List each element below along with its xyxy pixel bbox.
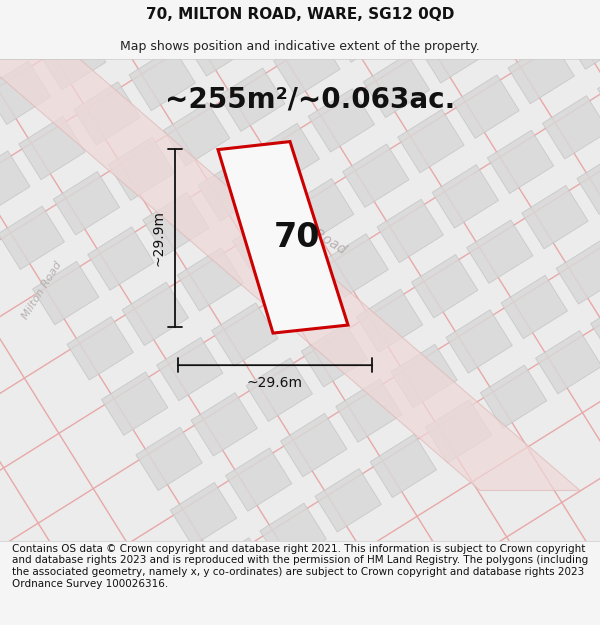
- Polygon shape: [556, 241, 600, 304]
- Polygon shape: [364, 54, 430, 118]
- Polygon shape: [246, 358, 313, 421]
- Text: ~255m²/~0.063ac.: ~255m²/~0.063ac.: [165, 86, 455, 114]
- Polygon shape: [329, 0, 395, 62]
- Polygon shape: [487, 130, 554, 194]
- Polygon shape: [163, 102, 230, 166]
- Text: 70: 70: [274, 221, 320, 254]
- Polygon shape: [336, 379, 402, 442]
- Polygon shape: [74, 82, 140, 145]
- Polygon shape: [370, 434, 437, 498]
- Polygon shape: [232, 213, 299, 276]
- Polygon shape: [391, 344, 457, 408]
- Polygon shape: [542, 96, 600, 159]
- Polygon shape: [418, 19, 485, 83]
- Polygon shape: [301, 324, 368, 387]
- Polygon shape: [53, 172, 119, 235]
- Polygon shape: [129, 48, 196, 111]
- Polygon shape: [412, 254, 478, 318]
- Polygon shape: [170, 482, 236, 546]
- Polygon shape: [281, 413, 347, 477]
- Text: ~29.9m: ~29.9m: [152, 211, 166, 266]
- Polygon shape: [536, 331, 600, 394]
- Polygon shape: [109, 137, 175, 201]
- Polygon shape: [308, 89, 374, 152]
- Polygon shape: [5, 0, 71, 34]
- Polygon shape: [0, 6, 16, 69]
- Polygon shape: [425, 399, 491, 463]
- Polygon shape: [446, 310, 512, 373]
- Polygon shape: [218, 142, 348, 333]
- Polygon shape: [136, 428, 202, 491]
- Polygon shape: [95, 0, 161, 56]
- Polygon shape: [0, 151, 30, 214]
- Polygon shape: [384, 0, 451, 28]
- Polygon shape: [253, 123, 319, 187]
- Polygon shape: [563, 6, 600, 69]
- Text: Contains OS data © Crown copyright and database right 2021. This information is : Contains OS data © Crown copyright and d…: [12, 544, 588, 589]
- Polygon shape: [529, 0, 595, 14]
- Polygon shape: [150, 0, 216, 21]
- Text: 70, MILTON ROAD, WARE, SG12 0QD: 70, MILTON ROAD, WARE, SG12 0QD: [146, 8, 454, 22]
- Text: Map shows position and indicative extent of the property.: Map shows position and indicative extent…: [120, 40, 480, 52]
- Polygon shape: [274, 34, 340, 97]
- Polygon shape: [0, 61, 51, 124]
- Polygon shape: [377, 199, 443, 262]
- Polygon shape: [398, 109, 464, 173]
- Polygon shape: [212, 303, 278, 366]
- Text: Milton Road: Milton Road: [271, 202, 349, 258]
- Polygon shape: [0, 206, 64, 269]
- Text: Milton Road: Milton Road: [20, 259, 64, 321]
- Polygon shape: [0, 59, 580, 491]
- Polygon shape: [481, 365, 547, 428]
- Polygon shape: [239, 0, 305, 41]
- Polygon shape: [101, 372, 168, 435]
- Polygon shape: [143, 192, 209, 256]
- Polygon shape: [205, 538, 271, 601]
- Polygon shape: [473, 0, 540, 49]
- Polygon shape: [122, 282, 188, 346]
- Polygon shape: [467, 220, 533, 283]
- Polygon shape: [177, 248, 244, 311]
- Polygon shape: [508, 41, 574, 104]
- Polygon shape: [260, 503, 326, 566]
- Polygon shape: [432, 165, 499, 228]
- Polygon shape: [577, 151, 600, 214]
- Polygon shape: [67, 317, 133, 380]
- Polygon shape: [226, 448, 292, 511]
- Polygon shape: [157, 338, 223, 401]
- Polygon shape: [453, 75, 519, 138]
- Polygon shape: [315, 469, 382, 532]
- Polygon shape: [322, 234, 388, 297]
- Polygon shape: [287, 179, 354, 242]
- Polygon shape: [218, 68, 285, 131]
- Polygon shape: [343, 144, 409, 208]
- Polygon shape: [501, 275, 568, 339]
- Polygon shape: [295, 0, 361, 7]
- Polygon shape: [198, 158, 264, 221]
- Polygon shape: [19, 116, 85, 179]
- Polygon shape: [88, 227, 154, 290]
- Polygon shape: [184, 12, 251, 76]
- Text: ~29.6m: ~29.6m: [247, 376, 303, 390]
- Polygon shape: [522, 186, 588, 249]
- Polygon shape: [590, 296, 600, 359]
- Polygon shape: [267, 268, 333, 332]
- Polygon shape: [191, 392, 257, 456]
- Polygon shape: [32, 261, 99, 325]
- Polygon shape: [598, 61, 600, 124]
- Polygon shape: [40, 26, 106, 90]
- Polygon shape: [356, 289, 423, 352]
